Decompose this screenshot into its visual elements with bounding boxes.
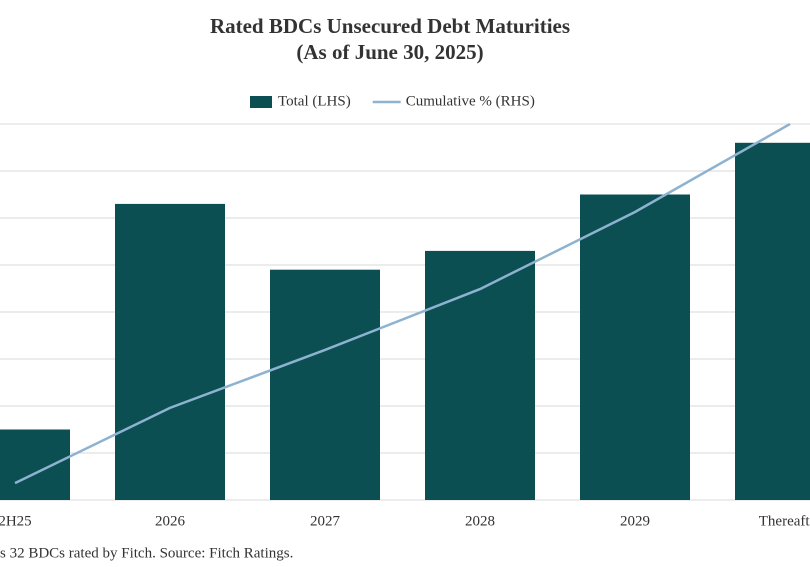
bar: [115, 203, 225, 500]
legend-label: Total (LHS): [278, 93, 351, 109]
footnote: s 32 BDCs rated by Fitch. Source: Fitch …: [0, 545, 293, 561]
bar: [270, 269, 380, 500]
bar: [425, 250, 535, 500]
line: [14, 122, 791, 485]
legend-swatch: [250, 96, 272, 108]
x-tick-label: 2027: [310, 513, 341, 529]
x-tick-label: Thereafter: [759, 513, 810, 529]
bar: [735, 142, 810, 501]
legend-label: Cumulative % (RHS): [406, 93, 535, 109]
bar: [580, 194, 690, 500]
x-tick-label: 2026: [155, 513, 186, 529]
x-tick-label: 2028: [465, 513, 495, 529]
x-tick-label: 2029: [620, 513, 650, 529]
chart-subtitle: (As of June 30, 2025): [296, 40, 483, 64]
chart-title: Rated BDCs Unsecured Debt Maturities: [210, 14, 570, 38]
x-tick-label: 2H25: [0, 513, 32, 529]
bar: [0, 429, 70, 500]
